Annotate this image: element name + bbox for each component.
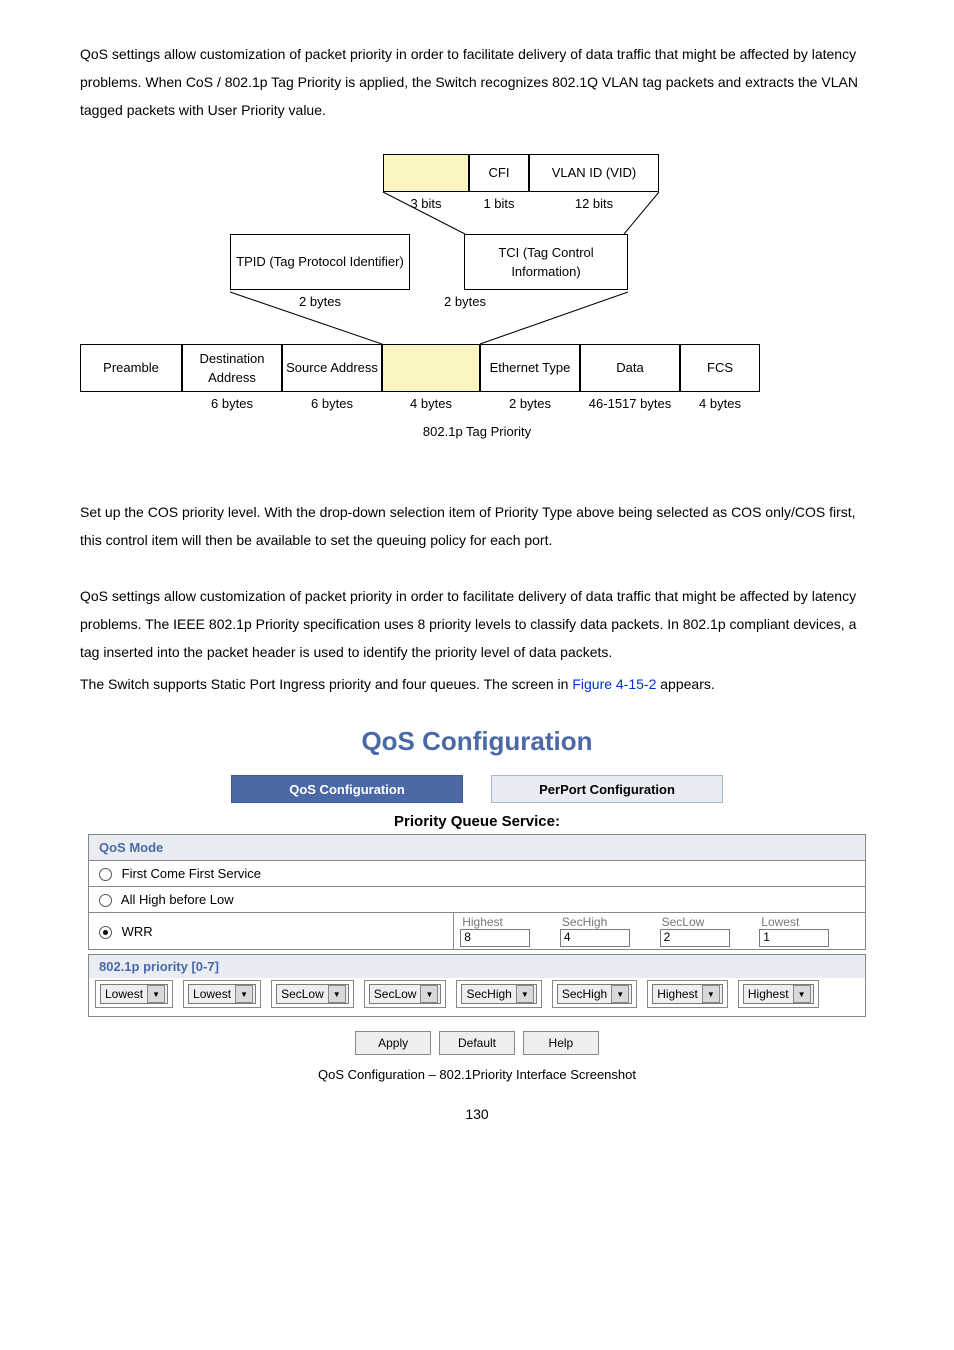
figure-ref-link[interactable]: Figure 4-15-2 — [572, 676, 656, 692]
diagram-data-cell: Data — [580, 344, 680, 392]
diagram-tpid-cell: TPID (Tag Protocol Identifier) — [230, 234, 410, 290]
wrr-highest-input[interactable]: 8 — [460, 929, 530, 947]
diagram-userpriority-cell — [383, 154, 469, 192]
priority-select-1[interactable]: Lowest ▼ — [188, 984, 256, 1004]
apply-button[interactable]: Apply — [355, 1031, 431, 1055]
intro-paragraph-3b-post: appears. — [656, 676, 714, 692]
tab-qos-config[interactable]: QoS Configuration — [231, 775, 463, 803]
wrr-sechigh-input[interactable]: 4 — [560, 929, 630, 947]
qos-mode-fcfs-row[interactable]: First Come First Service — [89, 861, 866, 887]
wrr-lowest-label: Lowest — [759, 915, 859, 929]
intro-paragraph-3b-pre: The Switch supports Static Port Ingress … — [80, 676, 572, 692]
diagram-preamble-cell: Preamble — [80, 344, 182, 392]
qos-mode-ahbl-row[interactable]: All High before Low — [89, 887, 866, 913]
chevron-down-icon: ▼ — [516, 985, 534, 1003]
diagram-etype-cell: Ethernet Type — [480, 344, 580, 392]
qos-mode-table: QoS Mode First Come First Service All Hi… — [88, 834, 866, 950]
diagram-bits-12: 12 bits — [529, 196, 659, 211]
priority-header: 802.1p priority [0-7] — [88, 954, 866, 978]
radio-wrr[interactable] — [99, 926, 112, 939]
wrr-seclow-input[interactable]: 2 — [660, 929, 730, 947]
figure-caption: QoS Configuration – 802.1Priority Interf… — [80, 1067, 874, 1082]
intro-paragraph-3a: QoS settings allow customization of pack… — [80, 582, 874, 666]
qos-subtitle: Priority Queue Service: — [88, 813, 866, 830]
wrr-lowest-input[interactable]: 1 — [759, 929, 829, 947]
qos-title: QoS Configuration — [88, 726, 866, 757]
diagram-tci-cell: TCI (Tag Control Information) — [464, 234, 628, 290]
qos-wrr-weights-cell: Highest 8 SecHigh 4 SecLow 2 Lowest — [454, 913, 866, 950]
diagram-tpid-bytes: 2 bytes — [230, 294, 410, 309]
help-button[interactable]: Help — [523, 1031, 599, 1055]
tag-priority-diagram: CFI VLAN ID (VID) 3 bits 1 bits 12 bits … — [80, 154, 874, 464]
diagram-tci-bytes: 2 bytes — [410, 294, 520, 309]
diagram-bits-1: 1 bits — [469, 196, 529, 211]
intro-paragraph-2: Set up the COS priority level. With the … — [80, 498, 874, 554]
priority-select-6[interactable]: Highest ▼ — [652, 984, 723, 1004]
chevron-down-icon: ▼ — [793, 985, 811, 1003]
wrr-sechigh-label: SecHigh — [560, 915, 660, 929]
priority-select-2[interactable]: SecLow ▼ — [276, 984, 349, 1004]
chevron-down-icon: ▼ — [420, 985, 438, 1003]
qos-tabs: QoS Configuration PerPort Configuration — [88, 775, 866, 803]
intro-paragraph-1: QoS settings allow customization of pack… — [80, 40, 874, 124]
diagram-caption: 802.1p Tag Priority — [80, 424, 874, 439]
diagram-bits-3: 3 bits — [383, 196, 469, 211]
diagram-fcs-cell: FCS — [680, 344, 760, 392]
tab-perport-config[interactable]: PerPort Configuration — [491, 775, 723, 803]
diagram-src-cell: Source Address — [282, 344, 382, 392]
chevron-down-icon: ▼ — [147, 985, 165, 1003]
priority-select-7[interactable]: Highest ▼ — [743, 984, 814, 1004]
diagram-dest-cell: Destination Address — [182, 344, 282, 392]
priority-select-4[interactable]: SecHigh ▼ — [461, 984, 536, 1004]
priority-select-0-value: Lowest — [105, 987, 143, 1001]
priority-select-6-value: Highest — [657, 987, 698, 1001]
chevron-down-icon: ▼ — [235, 985, 253, 1003]
radio-ahbl-label: All High before Low — [121, 892, 234, 907]
priority-select-3[interactable]: SecLow▼ — [369, 984, 442, 1004]
priority-select-3-value: SecLow — [374, 987, 417, 1001]
diagram-src-bytes: 6 bytes — [282, 396, 382, 411]
radio-wrr-label: WRR — [122, 924, 153, 939]
priority-select-0[interactable]: Lowest ▼ — [100, 984, 168, 1004]
chevron-down-icon: ▼ — [702, 985, 720, 1003]
wrr-seclow-label: SecLow — [660, 915, 760, 929]
chevron-down-icon: ▼ — [611, 985, 629, 1003]
priority-select-5-value: SecHigh — [562, 987, 607, 1001]
priority-select-1-value: Lowest — [193, 987, 231, 1001]
diagram-data-bytes: 46-1517 bytes — [580, 396, 680, 411]
radio-fcfs[interactable] — [99, 868, 112, 881]
priority-row: Lowest▼ Lowest▼ SecLow▼ SecLow▼ SecHigh▼… — [88, 978, 866, 1017]
page-number: 130 — [80, 1106, 874, 1122]
qos-config-panel: QoS Configuration QoS Configuration PerP… — [88, 726, 866, 1055]
priority-select-7-value: Highest — [748, 987, 789, 1001]
diagram-fcs-bytes: 4 bytes — [680, 396, 760, 411]
diagram-etype-bytes: 2 bytes — [480, 396, 580, 411]
radio-ahbl[interactable] — [99, 894, 112, 907]
priority-select-2-value: SecLow — [281, 987, 324, 1001]
diagram-dest-bytes: 6 bytes — [182, 396, 282, 411]
chevron-down-icon: ▼ — [328, 985, 346, 1003]
qos-mode-wrr-cell[interactable]: WRR — [89, 913, 454, 950]
default-button[interactable]: Default — [439, 1031, 515, 1055]
diagram-tag-bytes: 4 bytes — [382, 396, 480, 411]
qos-mode-header: QoS Mode — [89, 835, 866, 861]
button-row: Apply Default Help — [88, 1031, 866, 1055]
priority-select-5[interactable]: SecHigh ▼ — [557, 984, 632, 1004]
priority-select-4-value: SecHigh — [466, 987, 511, 1001]
diagram-vid-cell: VLAN ID (VID) — [529, 154, 659, 192]
wrr-highest-label: Highest — [460, 915, 560, 929]
diagram-cfi-cell: CFI — [469, 154, 529, 192]
diagram-tag-cell — [382, 344, 480, 392]
intro-paragraph-3b: The Switch supports Static Port Ingress … — [80, 670, 874, 698]
radio-fcfs-label: First Come First Service — [122, 866, 261, 881]
